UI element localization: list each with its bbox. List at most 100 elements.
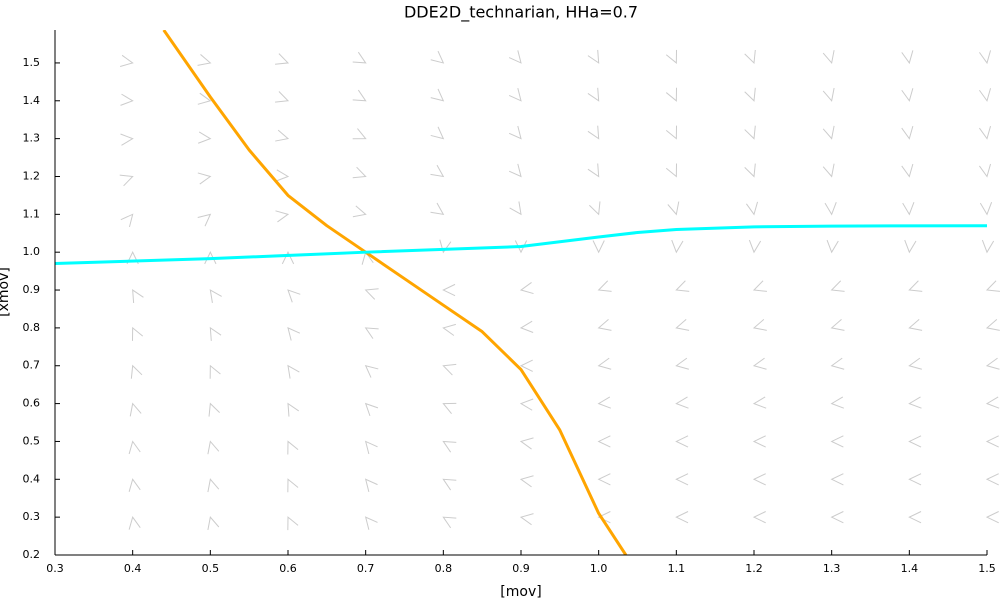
vector-arrow [901, 88, 914, 102]
x-tick-label: 1.5 [978, 562, 996, 575]
vector-arrow [439, 239, 452, 254]
vector-arrow [120, 93, 134, 106]
vector-arrow [901, 50, 914, 65]
vector-arrow [822, 87, 835, 102]
x-axis-label: [mov] [500, 584, 541, 600]
y-tick-label: 0.5 [23, 434, 41, 447]
vector-arrow [752, 280, 767, 292]
vector-arrow [830, 396, 844, 409]
vector-arrow [209, 326, 222, 341]
vector-arrow [519, 320, 534, 333]
series-line [55, 224, 987, 266]
vector-arrow [830, 511, 844, 524]
y-tick-label: 0.4 [23, 472, 41, 485]
vector-arrow [197, 54, 212, 66]
vector-arrow [745, 201, 759, 216]
vector-arrow [430, 202, 445, 215]
vector-arrow [430, 126, 445, 140]
vector-arrow [901, 125, 914, 140]
x-tick-label: 0.3 [46, 562, 64, 575]
plot-lines [55, 30, 987, 555]
vector-arrow [128, 440, 141, 455]
vector-arrow [352, 166, 367, 179]
vector-arrow [364, 288, 379, 300]
vector-arrow [978, 163, 992, 178]
vector-arrow [744, 49, 756, 65]
vector-arrow [287, 440, 299, 455]
x-tick-label: 1.3 [823, 562, 841, 575]
vector-arrow [908, 435, 922, 448]
vector-arrow [675, 280, 690, 292]
vector-arrow [587, 163, 600, 178]
vector-arrow [198, 131, 212, 144]
vector-arrow [675, 396, 689, 409]
vector-arrow [275, 169, 290, 182]
vector-arrow [128, 478, 141, 492]
vector-arrow [197, 92, 212, 105]
vector-arrow [364, 478, 378, 493]
x-tick-label: 0.4 [124, 562, 142, 575]
vector-arrow [209, 364, 221, 379]
vector-arrow [352, 128, 367, 140]
x-tick-label: 0.9 [512, 562, 530, 575]
vector-arrow [826, 239, 839, 254]
vector-arrow [592, 240, 605, 254]
vector-arrow [197, 172, 212, 185]
vector-arrow [508, 88, 522, 102]
x-tick-label: 1.0 [590, 562, 608, 575]
vector-arrow [430, 164, 445, 178]
vector-arrow [665, 125, 678, 140]
vector-arrow [675, 435, 689, 448]
vector-arrow [132, 289, 144, 304]
vector-arrow [364, 365, 379, 378]
vector-arrow [120, 133, 134, 146]
vector-arrow [830, 435, 844, 448]
vector-arrow [830, 473, 844, 486]
vector-arrow [675, 357, 689, 370]
vector-arrow [597, 280, 612, 292]
axes: 0.3 0.4 0.5 0.6 0.7 0.8 0.9 1.0 1.1 1.2 1.3 1.4 1.5 0… [23, 30, 996, 575]
vector-arrow [207, 516, 220, 531]
vector-arrow [208, 402, 220, 417]
vector-arrow [665, 163, 678, 178]
vector-arrow [985, 357, 1000, 370]
y-tick-label: 1.4 [23, 94, 41, 107]
vector-arrow [597, 473, 611, 486]
vector-arrow [978, 88, 992, 102]
vector-arrow [442, 478, 457, 491]
vector-arrow [597, 396, 611, 409]
vector-arrow [665, 87, 678, 102]
vector-arrow [519, 513, 534, 526]
y-tick-label: 0.8 [23, 321, 41, 334]
vector-arrow [287, 364, 300, 379]
vector-arrow [275, 91, 290, 103]
vector-arrow [908, 319, 923, 331]
y-tick-label: 0.2 [23, 548, 41, 561]
vector-arrow [665, 49, 678, 64]
vector-arrow [587, 87, 600, 102]
vector-arrow [131, 326, 144, 341]
vector-arrow [587, 125, 600, 140]
vector-arrow [275, 129, 290, 142]
x-tick-label: 1.1 [668, 562, 686, 575]
vector-arrow [364, 440, 378, 455]
vector-arrow [752, 473, 766, 486]
vector-arrow [752, 435, 766, 448]
series-line [162, 30, 628, 555]
vector-arrow [587, 49, 600, 64]
vector-arrow [985, 280, 1000, 292]
vector-arrow [675, 473, 689, 486]
vector-arrow [979, 202, 993, 216]
vector-arrow [514, 240, 528, 254]
vector-arrow [671, 239, 684, 254]
y-tick-label: 1.0 [23, 245, 41, 258]
vector-arrow [822, 125, 835, 140]
vector-arrow [442, 516, 457, 529]
x-tick-label: 1.2 [745, 562, 763, 575]
vector-arrow [597, 435, 611, 448]
vector-arrow [364, 402, 379, 417]
y-axis-label: [xmov] [0, 267, 12, 317]
vector-arrow [430, 88, 445, 102]
x-tick-label: 0.6 [279, 562, 297, 575]
